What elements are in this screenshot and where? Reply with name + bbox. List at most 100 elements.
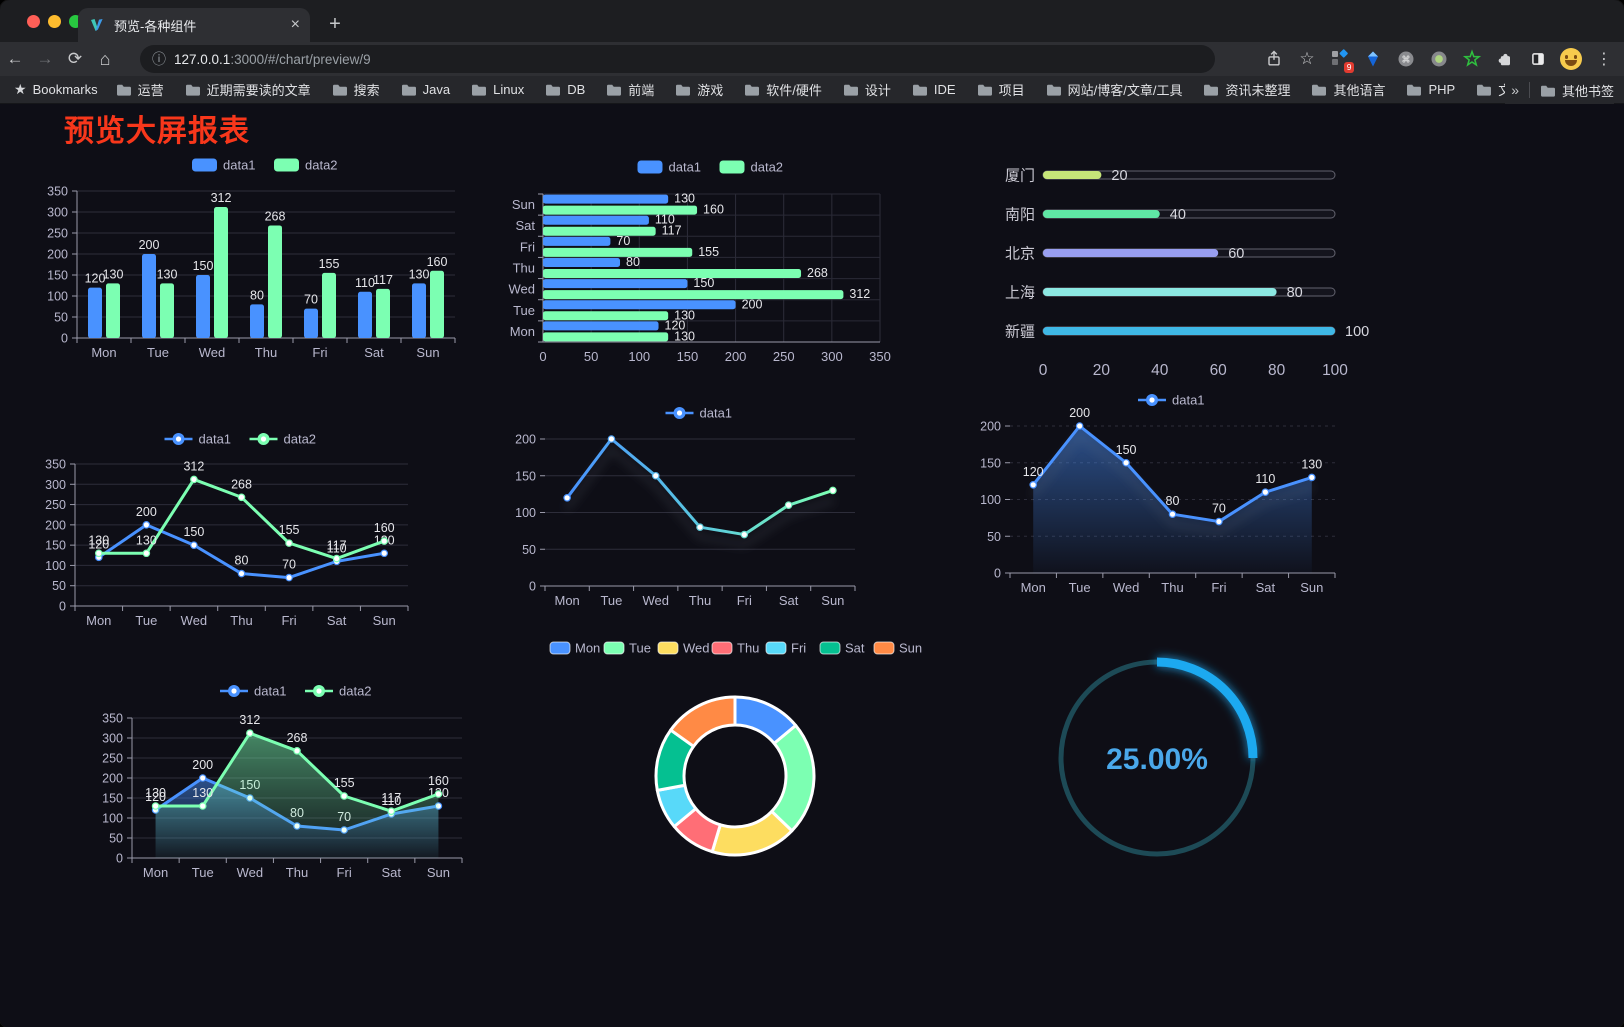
svg-text:80: 80 xyxy=(626,255,640,269)
extensions-puzzle-icon[interactable] xyxy=(1493,47,1517,71)
bookmark-folder[interactable]: PHP xyxy=(1406,82,1455,97)
reload-icon[interactable]: ⟳ xyxy=(67,49,83,68)
legend-item[interactable]: Tue xyxy=(603,641,651,656)
extension-icon-gem[interactable] xyxy=(1361,47,1385,71)
svg-text:80: 80 xyxy=(1268,362,1286,379)
grid-extension-glyph xyxy=(1332,49,1348,65)
legend-item[interactable]: data1 xyxy=(192,158,256,173)
profile-avatar[interactable] xyxy=(1559,47,1583,71)
close-window-button[interactable] xyxy=(27,15,40,28)
green-star-glyph xyxy=(1462,49,1482,67)
progress-row: 新疆 100 xyxy=(1005,324,1369,341)
half-square-glyph xyxy=(1532,53,1544,65)
svg-text:312: 312 xyxy=(183,459,204,473)
folder-icon xyxy=(546,84,561,96)
svg-text:130: 130 xyxy=(409,267,430,281)
svg-text:data2: data2 xyxy=(339,684,372,699)
legend-item[interactable]: data1 xyxy=(1138,393,1205,408)
svg-text:80: 80 xyxy=(1287,285,1303,301)
minimize-window-button[interactable] xyxy=(48,15,61,28)
folder-icon xyxy=(843,84,858,96)
bookmark-folder[interactable]: 前端 xyxy=(606,80,654,99)
forward-icon[interactable]: → xyxy=(36,49,54,68)
browser-tab[interactable]: 预览-各种组件 × xyxy=(78,8,310,42)
extension-icon-grid-badge[interactable]: 9 xyxy=(1328,47,1354,73)
svg-text:80: 80 xyxy=(235,554,249,568)
bookmarks-overflow-icon[interactable]: » xyxy=(1511,82,1519,98)
bookmark-folder[interactable]: Java xyxy=(401,82,450,97)
svg-text:Fri: Fri xyxy=(281,613,296,628)
share-icon[interactable] xyxy=(1262,47,1286,71)
legend-item[interactable]: data1 xyxy=(637,160,702,175)
legend-item[interactable]: data1 xyxy=(164,432,232,447)
browser-menu-icon[interactable]: ⋮ xyxy=(1592,47,1616,71)
bookmark-folder[interactable]: 其他语言 xyxy=(1311,80,1385,99)
extension-icon-green-dot[interactable] xyxy=(1427,47,1451,71)
command-circle-glyph: ⌘ xyxy=(1398,51,1414,67)
two-series-area-chart: data1 data2 0 50 100 150 200 250 300 350 Mon Tue Wed… xyxy=(100,676,480,893)
legend-item[interactable]: Sat xyxy=(819,641,865,656)
bookmarks-star-icon[interactable]: ★ xyxy=(14,81,27,97)
other-bookmarks-folder[interactable]: 其他书签 xyxy=(1540,81,1614,100)
svg-text:110: 110 xyxy=(1255,472,1275,486)
bookmark-folder[interactable]: Linux xyxy=(471,82,524,97)
bookmark-folder[interactable]: DB xyxy=(545,82,585,97)
legend-item[interactable]: Sun xyxy=(873,641,922,656)
svg-text:200: 200 xyxy=(102,772,123,786)
bookmark-folder-label: 其他语言 xyxy=(1333,83,1386,98)
svg-text:110: 110 xyxy=(355,276,375,290)
tab-favicon xyxy=(91,19,103,31)
close-tab-icon[interactable]: × xyxy=(290,16,300,33)
folder-icon xyxy=(1204,84,1219,96)
url-host: 127.0.0.1 xyxy=(174,51,231,67)
address-bar[interactable]: ⓘ 127.0.0.1:3000/#/chart/preview/9 xyxy=(140,45,1215,73)
bookmark-folder[interactable]: 软件/硬件 xyxy=(744,80,822,99)
bookmark-folder[interactable]: IDE xyxy=(912,82,956,97)
bookmark-folder[interactable]: 资讯未整理 xyxy=(1203,80,1290,99)
svg-text:0: 0 xyxy=(116,852,123,866)
svg-text:Wed: Wed xyxy=(199,345,226,360)
svg-text:Mon: Mon xyxy=(510,324,535,339)
svg-text:100: 100 xyxy=(980,493,1001,507)
bar-data1 xyxy=(543,279,688,289)
legend-item[interactable]: Mon xyxy=(549,641,600,656)
extension-icon-green-star[interactable] xyxy=(1460,47,1484,71)
bookmark-folder[interactable]: 近期需要读的文章 xyxy=(185,80,311,99)
svg-text:117: 117 xyxy=(327,539,347,553)
bookmarks-label[interactable]: Bookmarks xyxy=(32,82,98,97)
svg-text:130: 130 xyxy=(145,786,166,800)
svg-text:0: 0 xyxy=(59,600,66,614)
svg-text:data1: data1 xyxy=(199,432,232,447)
site-info-icon[interactable]: ⓘ xyxy=(152,51,166,67)
legend-item[interactable]: data2 xyxy=(274,158,338,173)
svg-text:0: 0 xyxy=(529,580,536,594)
bookmark-folder[interactable]: 搜索 xyxy=(332,80,380,99)
legend-item[interactable]: Thu xyxy=(711,641,759,656)
legend-item[interactable]: data2 xyxy=(249,432,317,447)
back-icon[interactable]: ← xyxy=(6,49,24,68)
new-tab-button[interactable]: + xyxy=(329,13,341,35)
svg-text:200: 200 xyxy=(47,248,68,262)
legend-item[interactable]: data2 xyxy=(719,160,784,175)
folder-icon xyxy=(116,84,131,96)
home-icon[interactable]: ⌂ xyxy=(99,48,111,69)
bookmark-folder[interactable]: 游戏 xyxy=(675,80,723,99)
legend-item[interactable]: Fri xyxy=(765,641,806,656)
bookmark-folder[interactable]: 项目 xyxy=(977,80,1025,99)
extension-icon-dark-reader[interactable] xyxy=(1526,47,1550,71)
svg-text:200: 200 xyxy=(515,433,536,447)
bookmark-folder[interactable]: 运营 xyxy=(116,80,164,99)
extension-icon-command[interactable]: ⌘ xyxy=(1394,47,1418,71)
legend-item[interactable]: Wed xyxy=(657,641,710,656)
svg-text:130: 130 xyxy=(88,533,109,547)
svg-text:300: 300 xyxy=(47,206,68,220)
legend-item[interactable]: data1 xyxy=(665,406,733,421)
svg-text:20: 20 xyxy=(1093,362,1111,379)
bookmark-folder[interactable]: 设计 xyxy=(843,80,891,99)
legend-item[interactable]: data1 xyxy=(220,684,287,699)
legend-item[interactable]: data2 xyxy=(305,684,372,699)
bookmark-star-icon[interactable]: ☆ xyxy=(1295,47,1319,71)
svg-text:北京: 北京 xyxy=(1005,246,1035,263)
bookmark-folder-label: 前端 xyxy=(628,83,655,98)
bookmark-folder[interactable]: 网站/博客/文章/工具 xyxy=(1046,80,1182,99)
